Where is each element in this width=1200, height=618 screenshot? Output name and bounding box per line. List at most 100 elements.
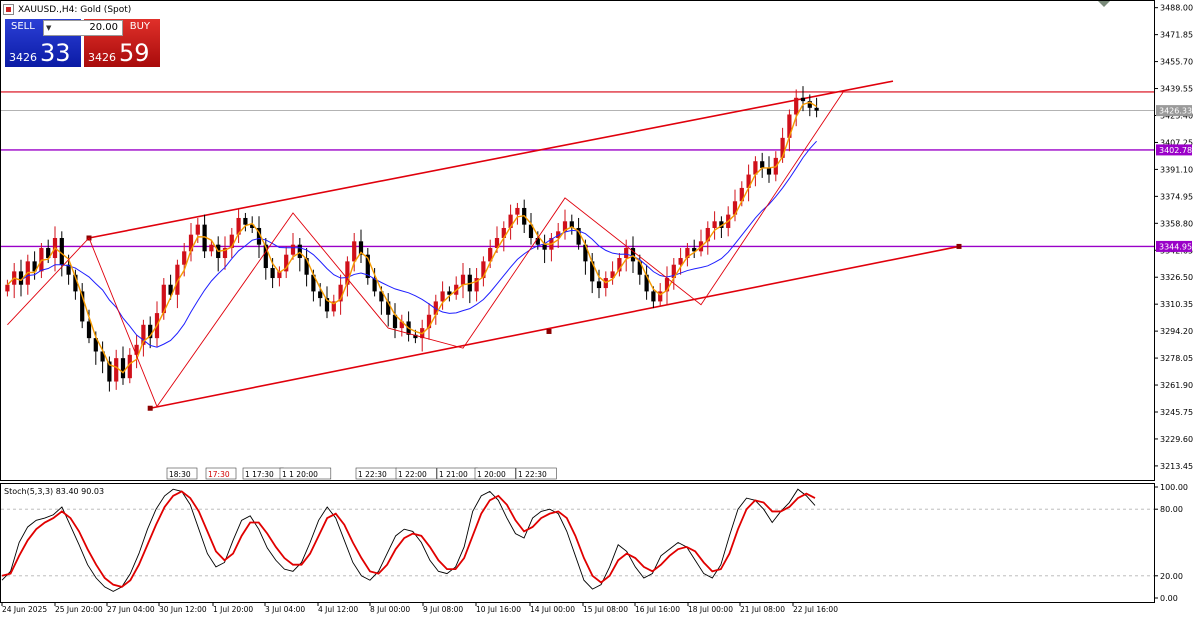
candle <box>576 217 581 250</box>
candle-body <box>352 241 357 262</box>
candle-body <box>644 274 649 292</box>
candle <box>630 236 636 274</box>
candle <box>753 156 758 187</box>
candle <box>814 97 819 118</box>
y-tick-label: 80.00 <box>1160 505 1183 514</box>
lot-size-input[interactable]: ▼ 20.00 <box>43 20 123 36</box>
y-tick-label: 3310.35 <box>1160 300 1193 309</box>
channel-lower-line[interactable] <box>150 245 960 410</box>
candle-body <box>86 321 92 339</box>
candle-body <box>508 214 513 228</box>
sell-price-prefix: 3426 <box>9 51 37 64</box>
x-tick-label: 30 Jun 12:00 <box>159 605 207 614</box>
chevron-down-icon[interactable]: ▼ <box>46 24 52 32</box>
candle <box>515 202 520 225</box>
candle-body <box>358 241 364 255</box>
y-tick-label: 3471.85 <box>1160 31 1193 40</box>
candle <box>277 266 282 287</box>
candle-body <box>93 338 98 352</box>
candle-body <box>542 244 547 250</box>
session-marker-label: 1 22:30 <box>518 470 547 479</box>
y-tick-label: 3407.25 <box>1160 138 1193 147</box>
candle-body <box>236 217 241 235</box>
session-marker-label: 1 17:30 <box>245 470 274 479</box>
candle-body <box>290 244 296 255</box>
price-label-box <box>1156 105 1192 117</box>
candle-body <box>440 291 445 302</box>
indicator-label: Stoch(5,3,3) 83.40 90.03 <box>4 487 105 496</box>
candle-body <box>270 268 275 279</box>
candle <box>590 253 595 294</box>
candle <box>746 164 751 202</box>
candle-body <box>386 301 391 315</box>
candle <box>712 211 717 240</box>
y-tick-label: 3439.55 <box>1160 85 1193 94</box>
channel-anchor[interactable] <box>956 243 962 249</box>
candle <box>352 232 357 272</box>
channel-anchor[interactable] <box>147 405 153 411</box>
y-tick-label: 3245.75 <box>1160 408 1193 417</box>
candle-body <box>365 254 370 279</box>
candle-body <box>692 248 697 252</box>
candle <box>685 243 690 267</box>
candle-body <box>202 224 207 252</box>
sell-price-digits: 33 <box>40 39 71 67</box>
candle-body <box>494 237 500 249</box>
candle-body <box>569 221 574 228</box>
x-tick-label: 10 Jul 16:00 <box>476 605 521 614</box>
session-marker-label: 1 22:00 <box>398 470 427 479</box>
candle-body <box>18 271 24 285</box>
candle-body <box>746 174 751 188</box>
candle <box>345 256 350 297</box>
candle <box>297 237 302 272</box>
channel-upper-line[interactable] <box>88 80 894 239</box>
candle-body <box>107 361 112 382</box>
candle <box>392 303 398 339</box>
stoch-signal-line <box>1 490 816 588</box>
channel-anchor[interactable] <box>546 328 552 334</box>
x-tick-label: 4 Jul 12:00 <box>318 605 358 614</box>
candle <box>127 348 132 384</box>
symbol-title: XAUUSD.,H4: Gold (Spot) <box>18 4 132 15</box>
session-marker-label: 1 21:00 <box>439 470 468 479</box>
candle-body <box>413 334 418 339</box>
candle-body <box>148 324 153 339</box>
candle <box>324 286 330 319</box>
candle-body <box>304 258 309 275</box>
candle <box>222 236 228 270</box>
candle <box>175 259 180 309</box>
sell-price: 3426 33 <box>9 41 71 65</box>
chart-window-icon[interactable] <box>3 4 14 15</box>
candle-body <box>229 234 234 249</box>
price-label-text: 3402.78 <box>1159 146 1192 155</box>
candle <box>467 268 472 304</box>
x-tick-label: 24 Jun 2025 <box>2 605 47 614</box>
candle-body <box>100 351 105 362</box>
candle <box>766 156 772 183</box>
candle-body <box>73 274 78 292</box>
candle-body <box>535 237 540 245</box>
candle <box>481 256 486 287</box>
shift-marker-icon[interactable] <box>1098 1 1110 7</box>
candle-body <box>66 264 71 275</box>
candle <box>80 283 85 329</box>
y-tick-label: 3326.50 <box>1160 273 1193 282</box>
candle <box>331 294 336 317</box>
candle <box>209 239 214 257</box>
candle <box>454 276 459 300</box>
candle-body <box>460 274 466 285</box>
candle-body <box>433 301 438 315</box>
candle <box>460 263 466 299</box>
candle <box>610 261 615 285</box>
candle <box>698 229 704 257</box>
candle-body <box>617 258 622 272</box>
candle-body <box>426 314 432 329</box>
buy-label: BUY <box>129 21 150 32</box>
candle-body <box>590 261 595 282</box>
candle <box>787 109 792 152</box>
y-tick-label: 3294.20 <box>1160 327 1193 336</box>
candle <box>32 251 37 280</box>
candle <box>528 212 534 245</box>
candle <box>148 316 153 349</box>
